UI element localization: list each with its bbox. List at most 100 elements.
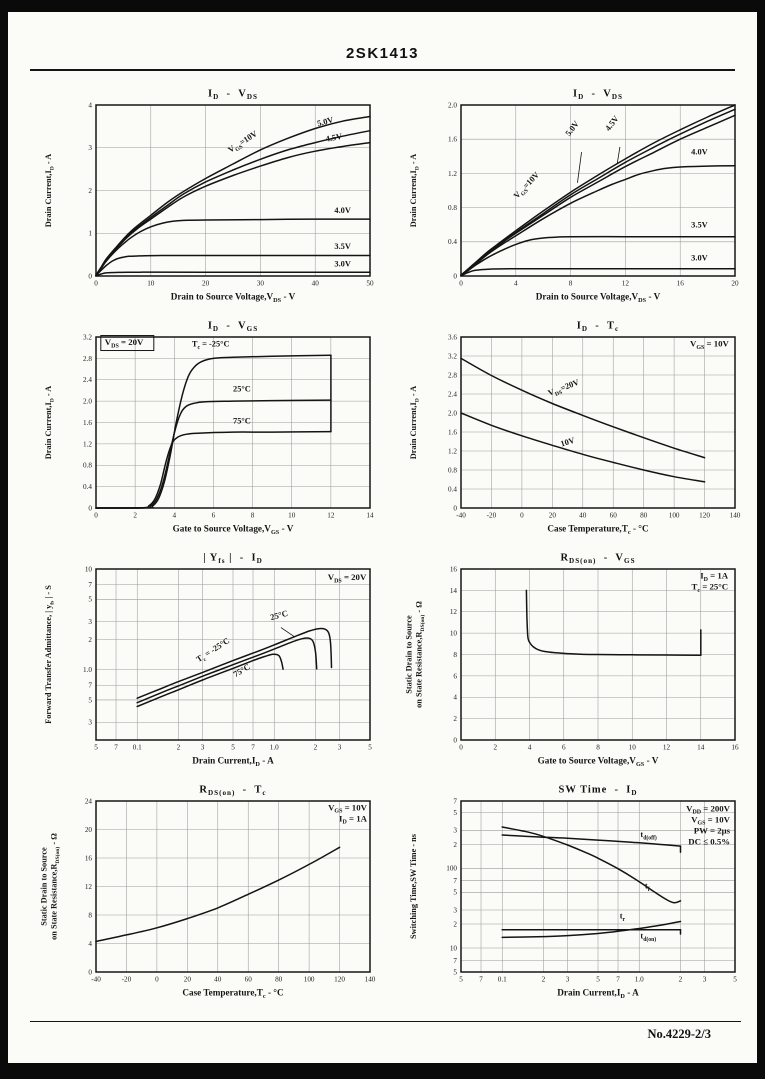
svg-text:2.8: 2.8	[448, 371, 457, 379]
footer-rule	[30, 1021, 741, 1022]
svg-text:RDS(on) - Tc: RDS(on) - Tc	[199, 785, 266, 797]
svg-text:0: 0	[459, 280, 463, 288]
svg-text:2: 2	[454, 841, 458, 849]
svg-text:1.0: 1.0	[83, 666, 92, 674]
svg-text:3.0V: 3.0V	[691, 254, 708, 263]
datasheet-page: 2SK1413 0 10 20 30 40 50 0 1 2 3 4 ID - VDS Drain to…	[8, 12, 757, 1063]
svg-text:12: 12	[663, 744, 671, 752]
svg-text:0.1: 0.1	[132, 744, 141, 752]
svg-text:Tc = 25°C: Tc = 25°C	[692, 582, 729, 594]
chart-cell: 5 7 0.1 2 3 5 7 1.0 2 3 5 3 5 7 1.0 2 3 5 7 10 | Yfs | - ID D…	[26, 549, 392, 775]
svg-text:VGS=10V: VGS=10V	[512, 170, 543, 202]
svg-text:2: 2	[494, 744, 498, 752]
svg-text:4.5V: 4.5V	[604, 114, 621, 133]
svg-text:1.2: 1.2	[83, 440, 92, 448]
svg-text:0.4: 0.4	[448, 238, 457, 246]
chart-id-tc: -40 -20 0 20 40 60 80 100 120 140 0 0.4 0.8 1.2 1.6 2.0…	[409, 321, 741, 536]
svg-text:10: 10	[288, 512, 296, 520]
svg-text:5.0V: 5.0V	[316, 115, 334, 128]
svg-text:2: 2	[313, 744, 317, 752]
svg-text:4: 4	[172, 512, 176, 520]
svg-text:80: 80	[640, 512, 648, 520]
svg-text:6: 6	[562, 744, 566, 752]
svg-text:16: 16	[677, 280, 685, 288]
svg-text:Gate to Source Voltage,VGS - V: Gate to Source Voltage,VGS - V	[172, 524, 293, 536]
svg-text:Drain Current,ID - A: Drain Current,ID - A	[192, 756, 274, 768]
svg-text:50: 50	[366, 280, 374, 288]
svg-text:120: 120	[334, 976, 345, 984]
svg-text:14: 14	[697, 744, 705, 752]
svg-text:1.2: 1.2	[448, 447, 457, 455]
svg-text:100: 100	[446, 865, 457, 873]
svg-text:7: 7	[454, 877, 458, 885]
svg-text:Drain Current,ID - A: Drain Current,ID - A	[44, 154, 55, 228]
svg-text:75°C: 75°C	[232, 662, 252, 679]
svg-text:3: 3	[88, 144, 92, 152]
svg-text:2: 2	[679, 976, 683, 984]
svg-text:100: 100	[303, 976, 314, 984]
svg-text:VDS = 20V: VDS = 20V	[328, 572, 367, 584]
svg-text:Drain Current,ID - A: Drain Current,ID - A	[44, 386, 55, 460]
svg-text:3.5V: 3.5V	[334, 242, 351, 251]
svg-text:3.6: 3.6	[448, 333, 457, 341]
svg-text:7: 7	[616, 976, 620, 984]
svg-text:4: 4	[454, 694, 458, 702]
svg-text:1.6: 1.6	[448, 428, 457, 436]
svg-text:1: 1	[88, 230, 92, 238]
svg-text:10: 10	[450, 630, 458, 638]
svg-text:ID - Tc: ID - Tc	[577, 321, 619, 333]
svg-text:Gate to Source Voltage,VGS - V: Gate to Source Voltage,VGS - V	[538, 756, 659, 768]
svg-text:120: 120	[699, 512, 710, 520]
svg-text:1.0: 1.0	[269, 744, 278, 752]
svg-text:2: 2	[454, 715, 458, 723]
svg-text:5.0V: 5.0V	[564, 119, 581, 138]
chart-id-vds-50v: 0 10 20 30 40 50 0 1 2 3 4 ID - VDS Drain to Source …	[44, 89, 374, 304]
charts-grid: 0 10 20 30 40 50 0 1 2 3 4 ID - VDS Drain to Source …	[8, 85, 757, 1007]
svg-text:Static Drain to Source: Static Drain to Source	[39, 847, 48, 926]
svg-text:Tc = -25°C: Tc = -25°C	[192, 340, 230, 351]
svg-text:td(off): td(off)	[641, 830, 658, 841]
svg-text:10V: 10V	[560, 436, 576, 449]
svg-text:Drain to Source Voltage,VDS -: Drain to Source Voltage,VDS - V	[536, 292, 661, 304]
svg-text:4: 4	[528, 744, 532, 752]
svg-text:5: 5	[733, 976, 737, 984]
svg-text:Switching Time,SW Time - ns: Switching Time,SW Time - ns	[409, 833, 418, 939]
svg-text:VDS=20V: VDS=20V	[547, 378, 581, 400]
page-header: 2SK1413	[8, 45, 757, 71]
chart-id-vgs: 0 2 4 6 8 10 12 14 0 0.4 0.8 1.2 1.6 2.0 2.4 2.8 3.2 ID -…	[44, 321, 374, 536]
svg-text:DC ≤ 0.5%: DC ≤ 0.5%	[689, 836, 731, 846]
svg-text:RDS(on) - VGS: RDS(on) - VGS	[561, 553, 636, 565]
svg-text:3.2: 3.2	[448, 352, 457, 360]
svg-text:ID - VDS: ID - VDS	[573, 89, 623, 101]
svg-text:ID - VGS: ID - VGS	[208, 321, 258, 333]
svg-text:SW Time - ID: SW Time - ID	[559, 785, 638, 797]
page-footer: No.4229-2/3	[8, 1021, 757, 1042]
svg-text:Case Temperature,Tc - °C: Case Temperature,Tc - °C	[548, 524, 649, 536]
chart-rdson-vgs: 0 2 4 6 8 10 12 14 16 0 2 4 6 8 10 12 14 16 RDS(on) - VGS G…	[405, 553, 740, 768]
svg-text:12: 12	[622, 280, 630, 288]
svg-text:-20: -20	[121, 976, 131, 984]
svg-text:3: 3	[454, 827, 458, 835]
svg-text:5: 5	[88, 696, 92, 704]
svg-text:10: 10	[147, 280, 155, 288]
svg-text:3.5V: 3.5V	[691, 220, 708, 229]
svg-text:24: 24	[85, 797, 93, 805]
svg-text:Drain Current,ID - A: Drain Current,ID - A	[558, 988, 640, 1000]
svg-text:1.6: 1.6	[448, 136, 457, 144]
svg-text:8: 8	[569, 280, 573, 288]
svg-text:2.0: 2.0	[83, 398, 92, 406]
svg-text:2: 2	[542, 976, 546, 984]
chart-rdson-tc: -40 -20 0 20 40 60 80 100 120 140 0 4 8 12 16 20 24 RDS(o…	[39, 785, 375, 1000]
svg-text:6: 6	[454, 672, 458, 680]
svg-text:Case Temperature,Tc - °C: Case Temperature,Tc - °C	[182, 988, 283, 1000]
svg-text:7: 7	[479, 976, 483, 984]
svg-text:8: 8	[596, 744, 600, 752]
svg-text:16: 16	[85, 854, 93, 862]
svg-text:1.6: 1.6	[83, 419, 92, 427]
svg-text:3.0V: 3.0V	[334, 260, 351, 269]
svg-text:5: 5	[459, 976, 463, 984]
svg-text:16: 16	[732, 744, 740, 752]
chart-cell: -40 -20 0 20 40 60 80 100 120 140 0 0.4 0.8 1.2 1.6 2.0…	[392, 317, 758, 543]
page-number: No.4229-2/3	[647, 1027, 711, 1041]
